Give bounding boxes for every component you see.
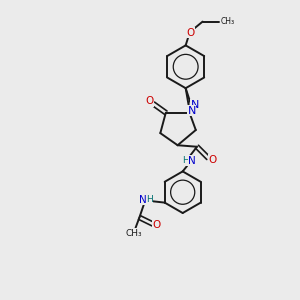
Text: CH₃: CH₃ [220, 17, 234, 26]
Text: O: O [208, 154, 217, 164]
Text: H: H [146, 195, 153, 204]
Text: O: O [146, 96, 154, 106]
Text: N: N [191, 100, 200, 110]
Text: N: N [188, 106, 196, 116]
Text: N: N [139, 195, 147, 205]
Text: H: H [182, 157, 189, 166]
Text: CH₃: CH₃ [126, 229, 142, 238]
Text: O: O [186, 28, 194, 38]
Text: O: O [153, 220, 161, 230]
Text: N: N [188, 156, 196, 166]
